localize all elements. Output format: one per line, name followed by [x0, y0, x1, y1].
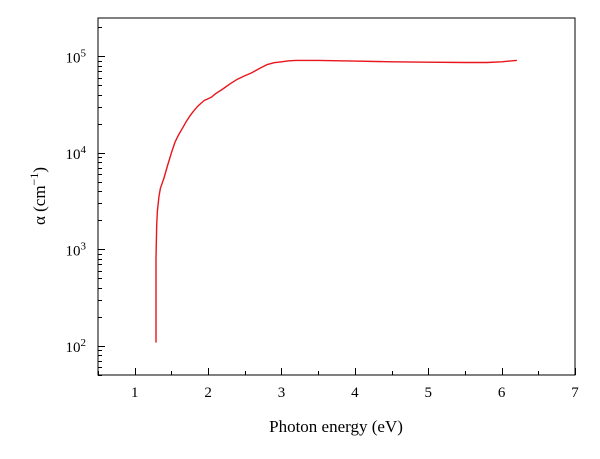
y-axis-label-end: )	[30, 167, 49, 173]
series-line	[155, 59, 517, 343]
y-axis-label-sup: −1	[27, 173, 41, 186]
x-axis-label: Photon energy (eV)	[269, 417, 403, 436]
y-tick-label: 103	[66, 240, 87, 259]
y-tick-exponent: 5	[81, 47, 87, 59]
x-tick-label: 3	[278, 385, 286, 401]
x-tick-label: 2	[204, 385, 212, 401]
plot-frame	[97, 17, 576, 376]
y-tick-base: 10	[66, 340, 81, 356]
y-tick-exponent: 2	[81, 337, 87, 349]
y-tick-base: 10	[66, 243, 81, 259]
y-tick-exponent: 4	[81, 144, 87, 156]
y-tick-base: 10	[66, 50, 81, 66]
y-tick-label: 105	[66, 47, 87, 66]
series-layer	[155, 59, 517, 343]
x-axis-ticks: 1 2 3 4 5 6 7	[98, 368, 579, 401]
x-tick-label: 4	[351, 385, 359, 401]
x-tick-label: 7	[571, 385, 579, 401]
x-tick-label: 1	[131, 385, 139, 401]
x-tick-label: 6	[498, 385, 506, 401]
x-tick-label: 5	[424, 385, 432, 401]
y-tick-exponent: 3	[81, 240, 87, 252]
y-axis-label-base: α (cm	[30, 185, 49, 225]
y-tick-label: 104	[66, 144, 87, 163]
plot-area-border	[97, 17, 576, 376]
y-axis-label: α (cm−1)	[27, 167, 49, 225]
y-tick-base: 10	[66, 147, 81, 163]
y-tick-label: 102	[66, 337, 87, 356]
